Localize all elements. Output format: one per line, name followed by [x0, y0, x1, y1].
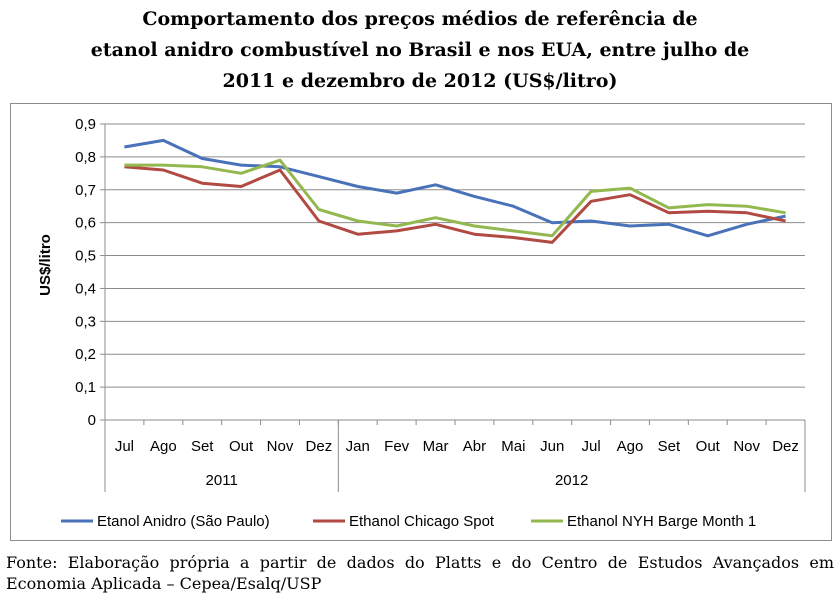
axes [100, 123, 806, 492]
y-tick-label: 0,7 [75, 182, 96, 199]
x-category-label: Jul [582, 438, 601, 455]
x-group-label: 2011 [206, 472, 238, 489]
series-line-2 [124, 165, 786, 244]
y-tick-label: 0,6 [75, 215, 96, 232]
y-axis-label: US$/litro [37, 234, 54, 296]
series-line-1 [124, 138, 786, 238]
x-group-label: 2012 [555, 472, 588, 489]
chart-title: Comportamento dos preços médios de refer… [0, 4, 840, 97]
x-category-label: Fev [384, 438, 410, 455]
x-category-label: Abr [463, 438, 486, 455]
source-note: Fonte: Elaboração própria a partir de da… [6, 553, 834, 593]
y-tick-labels: 0 0,1 0,2 0,3 0,4 0,5 0,6 0,7 0,8 0,9 [75, 116, 96, 429]
title-line-3: 2011 e dezembro de 2012 (US$/litro) [222, 70, 618, 92]
x-category-label: Dez [306, 438, 333, 455]
x-category-labels: Jul Ago Set Out Nov Dez Jan Fev Mar Abr Mai Jun Jul A… [115, 438, 799, 489]
title-line-1: Comportamento dos preços médios de refer… [142, 8, 698, 30]
legend-label: Etanol Anidro (São Paulo) [97, 513, 270, 530]
title-line-2: etanol anidro combustível no Brasil e no… [90, 39, 750, 61]
x-category-label: Jul [115, 438, 134, 455]
x-category-label: Set [658, 438, 681, 455]
y-tick-label: 0,3 [75, 313, 96, 330]
y-tick-label: 0,9 [75, 116, 96, 133]
x-category-label: Out [696, 438, 721, 455]
chart-frame [10, 103, 832, 541]
series-line-3 [124, 158, 786, 238]
y-tick-label: 0,1 [75, 379, 96, 396]
y-tick-label: 0,5 [75, 248, 96, 265]
x-category-label: Out [229, 438, 254, 455]
y-tick-label: 0,8 [75, 149, 96, 166]
legend-label: Ethanol Chicago Spot [349, 513, 495, 530]
legend-label: Ethanol NYH Barge Month 1 [567, 513, 756, 530]
legend: Etanol Anidro (São Paulo) Ethanol Chicago… [61, 513, 756, 530]
x-category-label: Set [191, 438, 214, 455]
x-category-label: Mai [501, 438, 525, 455]
x-category-label: Dez [772, 438, 799, 455]
x-category-label: Ago [150, 438, 177, 455]
x-category-label: Jan [346, 438, 370, 455]
series-lines [124, 138, 786, 244]
y-tick-label: 0,4 [75, 280, 96, 297]
gridlines [105, 123, 805, 388]
y-tick-label: 0,2 [75, 346, 96, 363]
x-category-label: Nov [733, 438, 760, 455]
x-category-label: Ago [617, 438, 644, 455]
x-category-label: Mar [423, 438, 449, 455]
x-category-label: Jun [540, 438, 564, 455]
x-category-label: Nov [267, 438, 294, 455]
y-tick-label: 0 [88, 412, 96, 429]
